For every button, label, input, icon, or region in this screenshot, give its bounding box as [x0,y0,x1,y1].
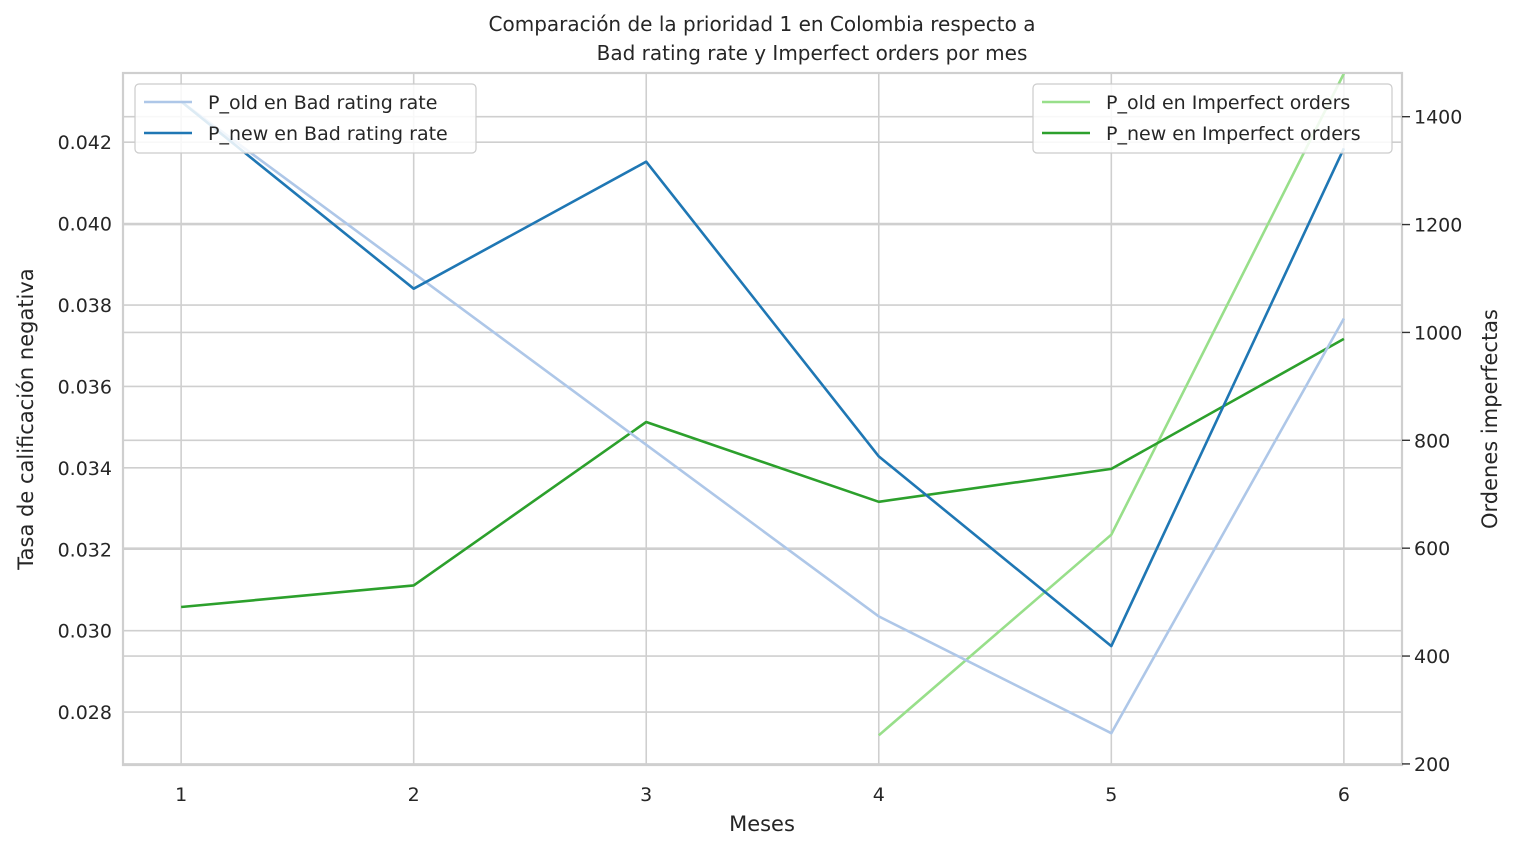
y-right-tick-label-1000: 1000 [1414,322,1462,344]
ticks-layer: 1 2 3 4 5 6 0.028 0.030 0.032 0.034 0.036 0.038 0.04… [58,107,1463,806]
chart-title-line2: Bad rating rate y Imperfect orders por m… [597,41,1028,65]
x-tick-label-6: 6 [1338,784,1350,806]
series-line-p-new-bad-rating-rate [180,100,1346,648]
y-right-tick-label-1400: 1400 [1414,107,1462,129]
y-axis-label-left: Tasa de calificación negativa [14,268,38,570]
legend-left-label-p-old: P_old en Bad rating rate [208,92,437,114]
y-left-tick-label-0.038: 0.038 [58,295,112,317]
x-tick-label-1: 1 [175,784,187,806]
legend-right-label-p-new: P_new en Imperfect orders [1106,123,1361,145]
y-axis-label-right: Ordenes imperfectas [1478,309,1502,529]
lines-layer [180,72,1346,737]
legend-left: P_old en Bad rating rate P_new en Bad ra… [134,83,477,154]
y-right-tick-label-200: 200 [1414,754,1450,776]
chart-title-line1: Comparación de la prioridad 1 en Colombi… [489,12,1036,36]
y-right-tick-label-400: 400 [1414,646,1450,668]
series-line-p-new-imperfect-orders [180,337,1345,609]
y-left-tick-label-0.028: 0.028 [58,702,112,724]
x-tick-label-2: 2 [408,784,420,806]
x-axis-label: Meses [729,812,795,836]
y-left-tick-label-0.040: 0.040 [58,214,112,236]
y-left-tick-label-0.032: 0.032 [58,539,112,561]
grid-layer [123,73,1402,765]
y-right-tick-label-800: 800 [1414,430,1450,452]
legend-right: P_old en Imperfect orders P_new en Imper… [1032,83,1393,154]
x-tick-label-5: 5 [1105,784,1117,806]
x-tick-label-4: 4 [873,784,885,806]
x-tick-label-3: 3 [640,784,652,806]
y-right-tick-label-600: 600 [1414,538,1450,560]
legend-left-label-p-new: P_new en Bad rating rate [208,123,448,145]
y-right-tick-label-1200: 1200 [1414,215,1462,237]
series-line-p-old-bad-rating-rate [180,100,1346,735]
legend-right-box [1032,83,1393,154]
series-line-p-old-imperfect-orders [877,72,1346,737]
y-left-tick-label-0.042: 0.042 [58,132,112,154]
y-left-tick-label-0.034: 0.034 [58,458,112,480]
legend-left-box [134,83,477,154]
frame-layer [121,71,1404,767]
y-left-tick-label-0.030: 0.030 [58,621,112,643]
legend-right-label-p-old: P_old en Imperfect orders [1106,92,1350,114]
plot-frame [121,71,1404,767]
y-left-tick-label-0.036: 0.036 [58,376,112,398]
